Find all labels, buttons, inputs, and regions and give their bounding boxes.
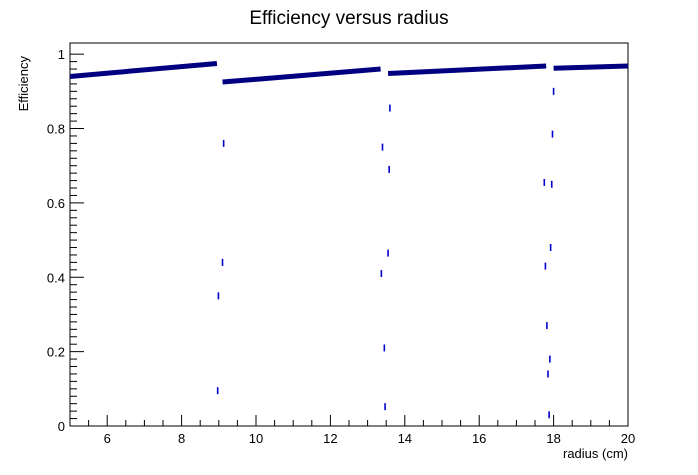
plot-frame: [69, 42, 629, 427]
efficiency-band: [222, 66, 381, 85]
y-tick-label: 0: [58, 419, 65, 434]
x-axis: 6 8 10 12 14 16 18 20: [69, 415, 635, 446]
y-tick-label: 1: [58, 47, 65, 62]
x-tick-label: 18: [546, 431, 560, 446]
x-tick-label: 12: [323, 431, 337, 446]
y-tick-label: 0.6: [47, 196, 65, 211]
y-axis-label: Efficiency: [16, 56, 31, 112]
x-tick-label: 16: [472, 431, 486, 446]
efficiency-band: [387, 63, 547, 76]
chart-title: Efficiency versus radius: [249, 8, 448, 29]
efficiency-band: [69, 60, 218, 79]
x-tick-label: 6: [104, 431, 111, 446]
x-tick-label: 10: [249, 431, 263, 446]
x-tick-label: 14: [398, 431, 412, 446]
y-tick-label: 0.2: [47, 345, 65, 360]
x-tick-label: 8: [178, 431, 185, 446]
data-points: [69, 60, 629, 419]
x-tick-label: 20: [621, 431, 635, 446]
efficiency-band: [553, 63, 629, 71]
y-tick-label: 0.8: [47, 122, 65, 137]
x-axis-label: radius (cm): [563, 446, 628, 461]
y-tick-label: 0.4: [47, 270, 65, 285]
y-axis: 0 0.2 0.4 0.6 0.8 1: [47, 47, 84, 434]
axes: 6 8 10 12 14 16 18 20 0 0.2 0.4 0.6 0.8 1: [47, 42, 635, 446]
